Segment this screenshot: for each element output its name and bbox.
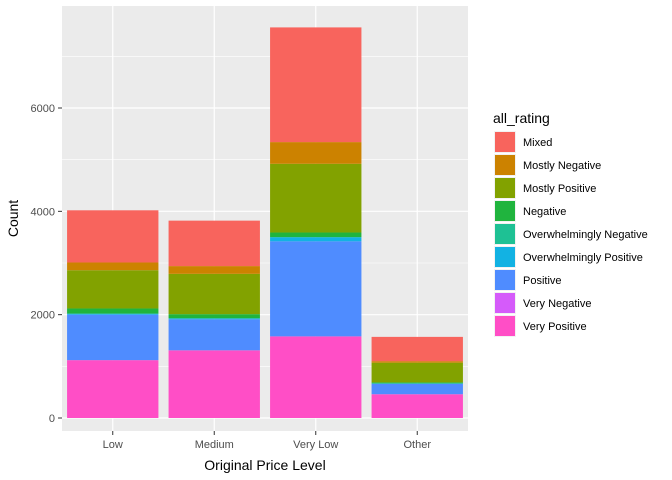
- legend-swatch: [495, 178, 515, 198]
- legend-swatch: [495, 247, 515, 267]
- legend-label: Very Negative: [523, 298, 591, 310]
- x-axis: Low Medium Very Low Other: [103, 431, 431, 451]
- bar-segment-medium-overwhelmingly-positive: [168, 318, 260, 320]
- bar-segment-medium-mostly-positive: [168, 273, 260, 315]
- bar-segment-very-low-mostly-negative: [270, 142, 362, 164]
- legend-swatch: [495, 316, 515, 336]
- bar-segment-other-mixed: [371, 336, 463, 362]
- x-tick-label: Other: [403, 439, 431, 451]
- bar-segment-low-very-positive: [67, 360, 159, 418]
- bar-segment-very-low-mostly-positive: [270, 163, 362, 233]
- bar-segment-other-mostly-positive: [371, 362, 463, 383]
- bar-segment-medium-mixed: [168, 220, 260, 267]
- legend-label: Overwhelmingly Negative: [523, 229, 648, 241]
- legend-label: Positive: [523, 275, 562, 287]
- legend-swatch: [495, 224, 515, 244]
- legend-label: Very Positive: [523, 321, 587, 333]
- legend-swatch: [495, 201, 515, 221]
- bar-segment-low-mostly-negative: [67, 262, 159, 271]
- bar-segment-other-overwhelmingly-positive: [371, 383, 463, 384]
- legend-label: Overwhelmingly Positive: [523, 252, 643, 264]
- x-tick-label: Very Low: [293, 439, 338, 451]
- bar-segment-medium-mostly-negative: [168, 266, 260, 274]
- x-axis-title: Original Price Level: [204, 457, 325, 473]
- legend-swatch: [495, 132, 515, 152]
- bar-segment-other-negative: [371, 382, 463, 384]
- bar-segment-low-overwhelmingly-positive: [67, 313, 159, 315]
- bar-segment-other-mostly-negative: [371, 361, 463, 363]
- x-tick-label: Low: [103, 439, 123, 451]
- y-tick-label: 2000: [31, 310, 55, 322]
- bar-segment-low-mixed: [67, 210, 159, 263]
- bar-segment-medium-very-positive: [168, 350, 260, 418]
- bar-segment-low-negative: [67, 308, 159, 314]
- bar-segment-other-positive: [371, 383, 463, 395]
- y-axis-title: Count: [5, 200, 21, 237]
- legend-label: Mostly Negative: [523, 160, 601, 172]
- bar-segment-medium-negative: [168, 314, 260, 319]
- bar-segment-medium-positive: [168, 319, 260, 351]
- legend: all_rating Mixed Mostly Negative Mostly Po…: [493, 110, 648, 337]
- x-tick-label: Medium: [195, 439, 234, 451]
- bars: [67, 27, 463, 418]
- y-tick-label: 0: [49, 413, 55, 425]
- y-axis: 0 2000 4000 6000: [31, 103, 62, 425]
- legend-swatch: [495, 293, 515, 313]
- bar-segment-low-mostly-positive: [67, 270, 159, 309]
- bar-segment-very-low-very-positive: [270, 336, 362, 418]
- bar-segment-other-very-positive: [371, 394, 463, 418]
- legend-title: all_rating: [493, 110, 550, 126]
- legend-swatch: [495, 270, 515, 290]
- legend-label: Negative: [523, 206, 566, 218]
- y-tick-label: 6000: [31, 103, 55, 115]
- y-tick-label: 4000: [31, 206, 55, 218]
- bar-segment-low-positive: [67, 314, 159, 361]
- legend-label: Mostly Positive: [523, 183, 596, 195]
- legend-swatch: [495, 155, 515, 175]
- bar-segment-very-low-overwhelmingly-positive: [270, 237, 362, 242]
- legend-label: Mixed: [523, 137, 552, 149]
- bar-segment-very-low-mixed: [270, 27, 362, 143]
- bar-segment-very-low-positive: [270, 241, 362, 337]
- bar-segment-very-low-negative: [270, 232, 362, 238]
